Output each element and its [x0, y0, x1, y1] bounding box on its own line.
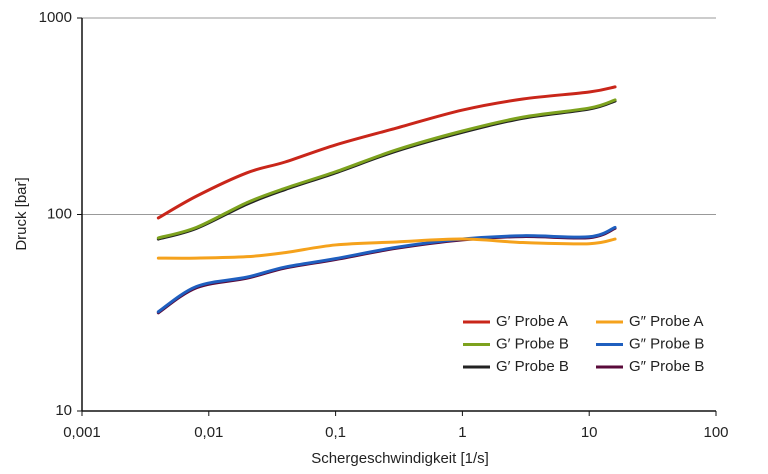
series-line: [156, 237, 617, 260]
legend-label: G″ Probe A: [629, 313, 704, 330]
legend-label: G′ Probe B: [496, 358, 569, 375]
x-tick-label: 0,1: [325, 424, 346, 441]
y-axis-label: Druck [bar]: [13, 177, 30, 250]
x-tick-label: 10: [581, 424, 598, 441]
legend-label: G″ Probe B: [629, 335, 704, 352]
y-tick-label: 100: [47, 205, 72, 222]
x-tick-label: 0,01: [194, 424, 223, 441]
legend-label: G′ Probe B: [496, 335, 569, 352]
series-line: [156, 98, 617, 240]
x-tick-label: 100: [703, 424, 728, 441]
legend-label: G″ Probe B: [629, 358, 704, 375]
x-tick-label: 0,001: [63, 424, 101, 441]
y-tick-label: 10: [55, 402, 72, 419]
y-tick-label: 1000: [39, 9, 72, 26]
x-axis-label: Schergeschwindigkeit [1/s]: [311, 450, 489, 467]
series-line: [156, 85, 617, 220]
x-tick-label: 1: [458, 424, 466, 441]
legend-label: G′ Probe A: [496, 313, 568, 330]
series-line: [156, 225, 617, 314]
series-line: [156, 99, 617, 241]
